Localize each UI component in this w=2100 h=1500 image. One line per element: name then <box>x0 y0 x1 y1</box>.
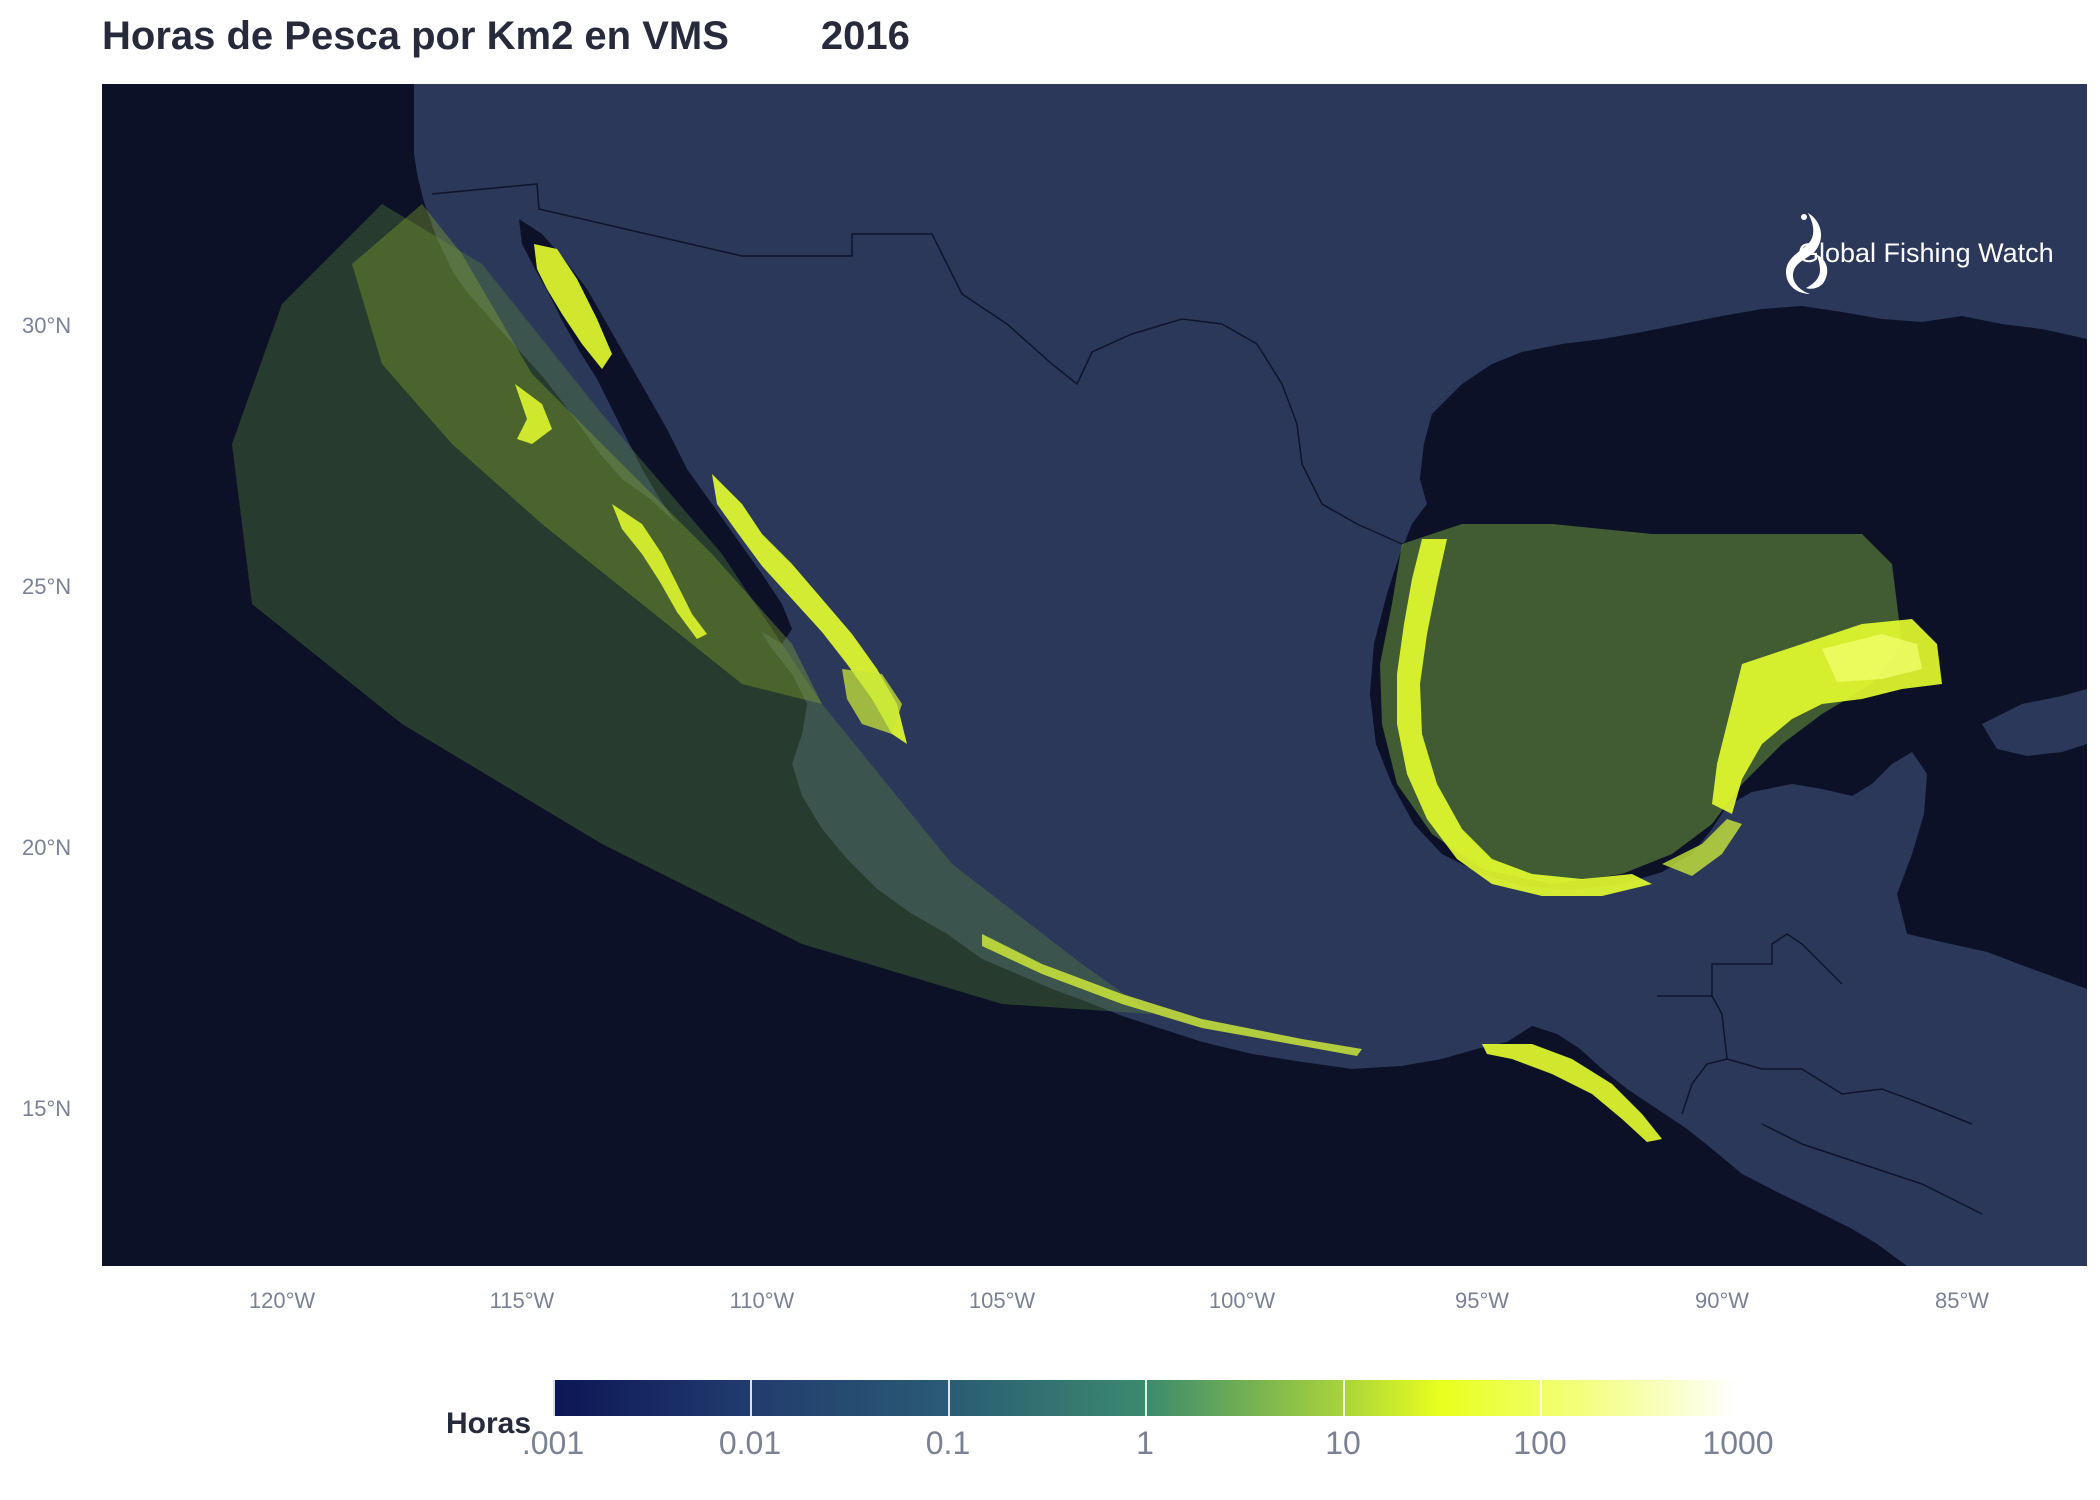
fishing-effort-layer <box>232 204 1942 1142</box>
lon-label-105: 105°W <box>968 1288 1036 1313</box>
gfw-fish-logo-icon <box>1786 213 1828 294</box>
lon-label-95: 95°W <box>1454 1288 1510 1313</box>
legend-label-1000: 1000 <box>1702 1425 1774 1461</box>
fishing-nayarit-hotspot <box>842 669 902 734</box>
lon-label-85: 85°W <box>1934 1288 1990 1313</box>
land-baja-peninsula <box>414 162 774 679</box>
title-text: Horas de Pesca por Km2 en VMS <box>102 14 729 58</box>
lon-label-100: 100°W <box>1208 1288 1276 1313</box>
legend-label-01: 0.1 <box>925 1425 971 1461</box>
lat-label-25: 25°N <box>22 574 72 599</box>
land-yucatan <box>1692 752 2087 1094</box>
legend-tick <box>1540 1380 1542 1416</box>
map-panel: Global Fishing Watch <box>102 84 2087 1266</box>
brand-name: Global Fishing Watch <box>1798 237 2054 268</box>
chart-title: Horas de Pesca por Km2 en VMS 2016 <box>102 14 910 59</box>
lon-label-120: 120°W <box>248 1288 316 1313</box>
fishing-tehuantepec <box>1482 1044 1662 1142</box>
brand-logo: Global Fishing Watch <box>1780 208 2054 298</box>
legend-tick <box>1343 1380 1345 1416</box>
legend-label-1: 1 <box>1136 1425 1154 1461</box>
fishing-gulf-mexico-broad <box>1380 524 1902 884</box>
legend-title: Horas <box>446 1407 532 1440</box>
legend-tick <box>948 1380 950 1416</box>
legend-tick <box>750 1380 752 1416</box>
legend-tick <box>553 1380 555 1416</box>
land-gulf-north-coast <box>1432 84 2087 414</box>
legend-label-001: 0.01 <box>718 1425 782 1461</box>
land-cuba <box>1982 689 2087 756</box>
fishing-baja-magdalena <box>612 504 707 639</box>
fishing-pacific-sparse <box>232 204 1152 1014</box>
fishing-upper-gulf-california <box>534 244 612 369</box>
legend-label-0001: .001 <box>521 1425 585 1461</box>
title-year: 2016 <box>820 14 910 58</box>
fishing-tamaulipas-veracruz <box>1397 539 1652 896</box>
lon-label-110: 110°W <box>729 1288 795 1313</box>
country-borders <box>431 183 1983 1215</box>
fishing-baja-vizcaino <box>515 384 552 444</box>
pacific-ocean <box>102 84 1907 1266</box>
lat-label-20: 20°N <box>22 835 72 860</box>
lat-label-30: 30°N <box>22 313 72 338</box>
lat-label-15: 15°N <box>22 1096 72 1121</box>
legend-tick <box>1145 1380 1147 1416</box>
fishing-campeche-core <box>1822 634 1922 682</box>
legend-label-100: 100 <box>1513 1425 1567 1461</box>
fishing-tabasco-coast <box>1662 819 1742 876</box>
map-canvas <box>102 84 2087 1266</box>
legend-label-10: 10 <box>1325 1425 1361 1461</box>
fishing-pacific-mid <box>352 204 822 704</box>
fishing-pacific-south-coast <box>982 934 1362 1056</box>
land-north-america <box>414 84 2087 1266</box>
lon-label-115: 115°W <box>489 1288 555 1313</box>
lon-label-90: 90°W <box>1694 1288 1750 1313</box>
